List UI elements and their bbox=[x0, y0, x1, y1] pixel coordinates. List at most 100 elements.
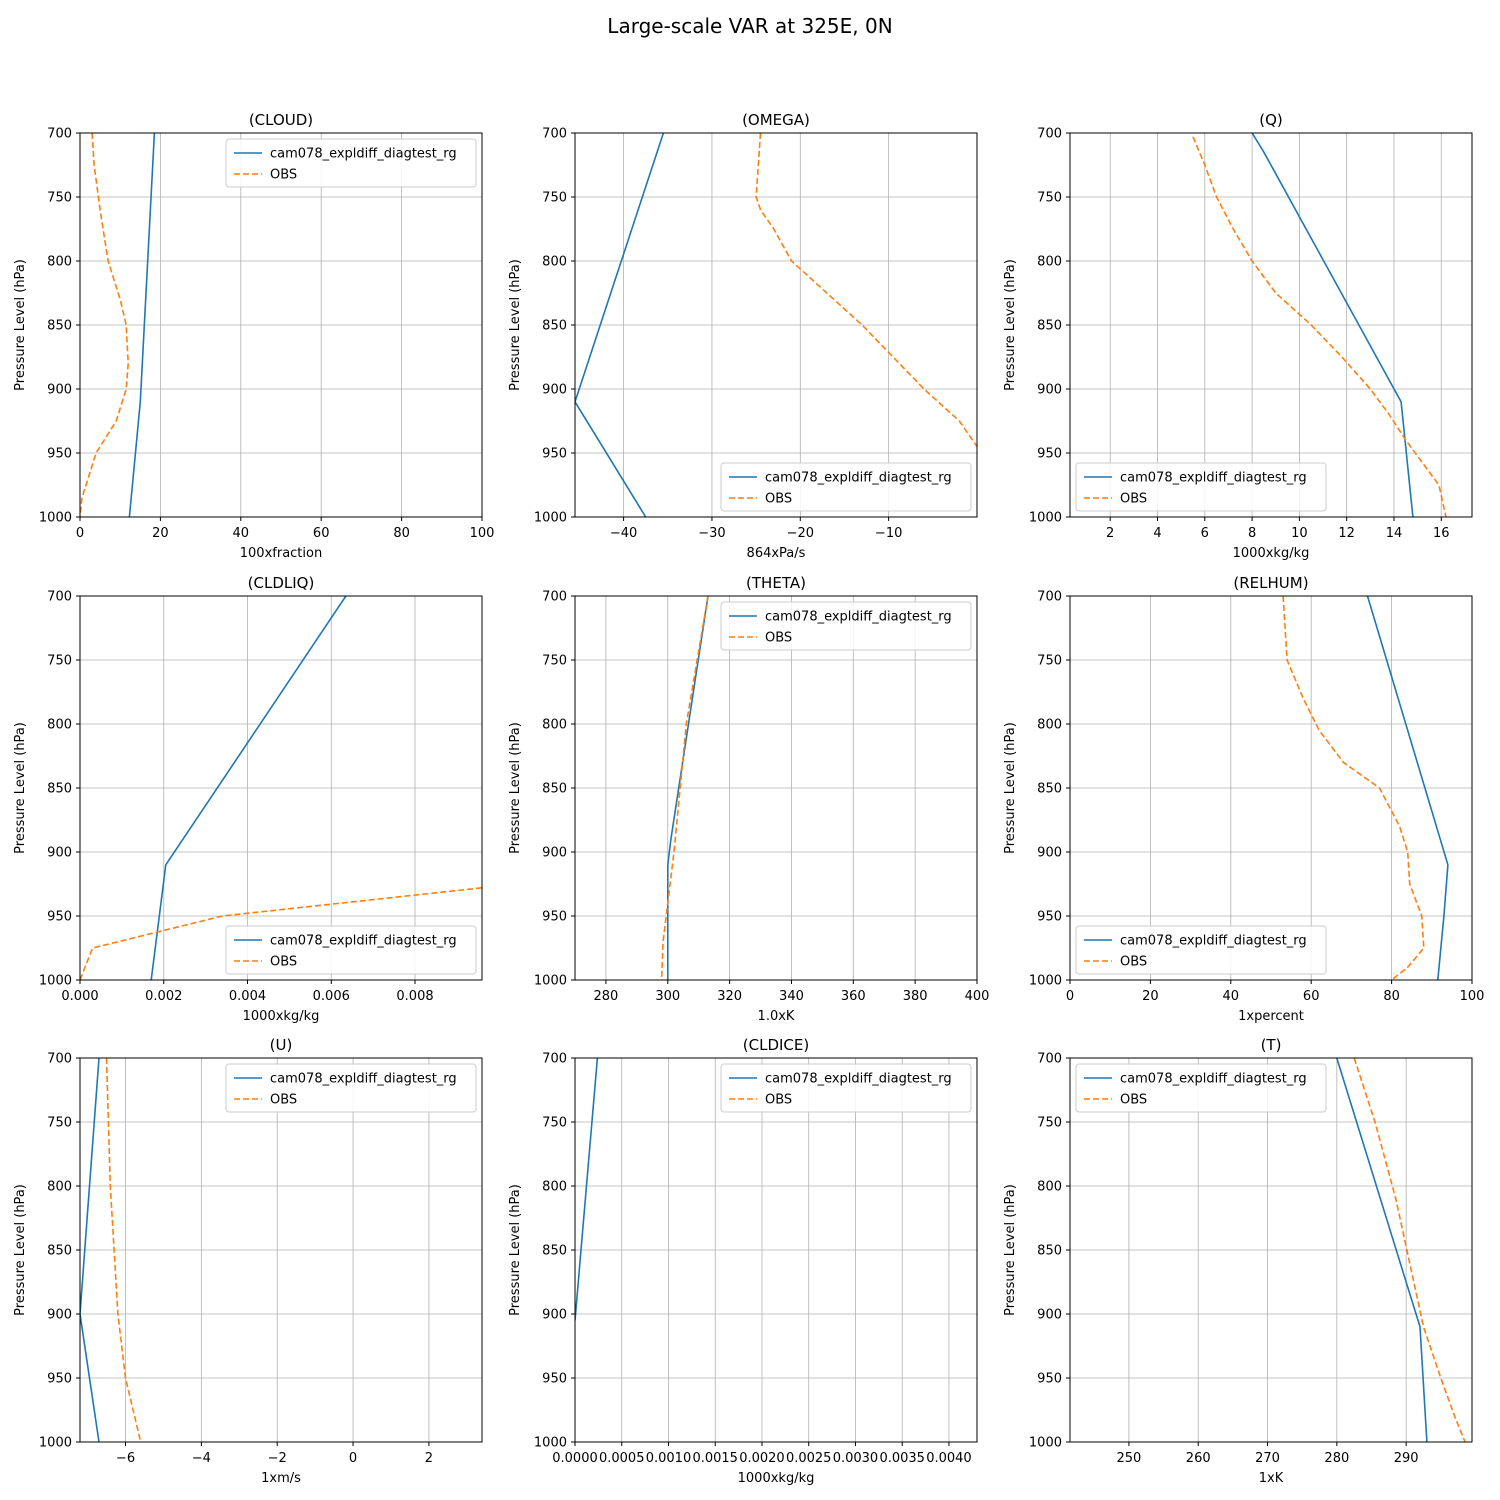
legend-obs-label: OBS bbox=[765, 1093, 792, 1108]
legend-model-label: cam078_expldiff_diagtest_rg bbox=[270, 1072, 457, 1087]
y-tick-label: 700 bbox=[542, 1052, 567, 1067]
x-tick-label: 0.0020 bbox=[739, 1451, 785, 1466]
x-axis-label: 1.0xK bbox=[758, 1009, 795, 1024]
x-tick-label: 12 bbox=[1338, 526, 1355, 541]
y-tick-label: 850 bbox=[1037, 1244, 1062, 1259]
y-tick-label: 800 bbox=[1037, 255, 1062, 270]
y-tick-label: 900 bbox=[47, 846, 72, 861]
panel-title: (CLDICE) bbox=[743, 1036, 809, 1054]
x-tick-label: 40 bbox=[1223, 989, 1240, 1004]
y-tick-label: 800 bbox=[47, 1180, 72, 1195]
y-axis-label: Pressure Level (hPa) bbox=[508, 259, 523, 391]
legend-box bbox=[225, 1063, 477, 1113]
y-tick-label: 1000 bbox=[39, 1436, 72, 1451]
x-tick-label: −2 bbox=[268, 1451, 287, 1466]
y-tick-label: 950 bbox=[47, 910, 72, 925]
y-tick-label: 700 bbox=[47, 1052, 72, 1067]
x-tick-label: 0.0040 bbox=[926, 1451, 972, 1466]
y-tick-label: 950 bbox=[1037, 447, 1062, 462]
y-axis-label: Pressure Level (hPa) bbox=[1003, 1184, 1018, 1316]
panel-0: 0 20 40 60 80 100 700 750 800 850 900 950 1000 (CLOUD… bbox=[13, 111, 494, 561]
legend: cam078_expldiff_diagtest_rg OBS bbox=[1075, 462, 1327, 512]
x-tick-label: 6 bbox=[1201, 526, 1209, 541]
model-series-line bbox=[575, 133, 665, 517]
y-tick-label: 950 bbox=[47, 447, 72, 462]
y-tick-label: 750 bbox=[1037, 191, 1062, 206]
y-tick-label: 850 bbox=[47, 782, 72, 797]
x-tick-label: 100 bbox=[470, 526, 495, 541]
y-axis-label: Pressure Level (hPa) bbox=[13, 1184, 28, 1316]
x-axis-label: 1xK bbox=[1259, 1471, 1284, 1486]
y-tick-label: 800 bbox=[1037, 718, 1062, 733]
x-tick-label: 100 bbox=[1460, 989, 1485, 1004]
x-tick-label: −20 bbox=[787, 526, 814, 541]
x-tick-label: 14 bbox=[1386, 526, 1403, 541]
legend-box bbox=[720, 601, 972, 651]
x-tick-label: 0.004 bbox=[229, 989, 266, 1004]
panel-title: (RELHUM) bbox=[1233, 574, 1308, 592]
legend-obs-label: OBS bbox=[765, 631, 792, 646]
legend: cam078_expldiff_diagtest_rg OBS bbox=[225, 925, 477, 975]
legend-box bbox=[1075, 462, 1327, 512]
legend-obs-label: OBS bbox=[270, 168, 297, 183]
legend-model-label: cam078_expldiff_diagtest_rg bbox=[765, 610, 952, 625]
y-tick-label: 1000 bbox=[39, 974, 72, 989]
x-tick-label: −4 bbox=[192, 1451, 211, 1466]
x-tick-label: 0.0000 bbox=[552, 1451, 598, 1466]
legend-obs-label: OBS bbox=[1120, 955, 1147, 970]
x-tick-label: 400 bbox=[965, 989, 990, 1004]
x-tick-label: 0 bbox=[1066, 989, 1074, 1004]
y-tick-label: 750 bbox=[1037, 654, 1062, 669]
y-tick-label: 800 bbox=[542, 1180, 567, 1195]
legend-obs-label: OBS bbox=[1120, 492, 1147, 507]
y-tick-label: 700 bbox=[1037, 1052, 1062, 1067]
y-tick-label: 700 bbox=[47, 590, 72, 605]
obs-series-line bbox=[1353, 1058, 1466, 1442]
x-axis-label: 1000xkg/kg bbox=[1233, 546, 1310, 561]
y-tick-label: 1000 bbox=[1029, 974, 1062, 989]
x-tick-label: 290 bbox=[1394, 1451, 1419, 1466]
figure-title: Large-scale VAR at 325E, 0N bbox=[607, 14, 893, 38]
y-tick-label: 1000 bbox=[1029, 511, 1062, 526]
x-tick-label: 340 bbox=[779, 989, 804, 1004]
x-axis-label: 1xpercent bbox=[1238, 1009, 1304, 1024]
obs-series-line bbox=[80, 133, 130, 517]
y-tick-label: 850 bbox=[1037, 319, 1062, 334]
legend: cam078_expldiff_diagtest_rg OBS bbox=[720, 601, 972, 651]
x-tick-label: 60 bbox=[313, 526, 330, 541]
legend-box bbox=[720, 1063, 972, 1113]
y-tick-label: 950 bbox=[542, 1372, 567, 1387]
y-tick-label: 800 bbox=[47, 718, 72, 733]
y-axis-label: Pressure Level (hPa) bbox=[13, 259, 28, 391]
legend-box bbox=[1075, 1063, 1327, 1113]
x-tick-label: 0.0015 bbox=[692, 1451, 738, 1466]
x-tick-label: 2 bbox=[425, 1451, 433, 1466]
y-tick-label: 1000 bbox=[534, 974, 567, 989]
y-tick-label: 700 bbox=[1037, 127, 1062, 142]
x-tick-label: 40 bbox=[233, 526, 250, 541]
x-tick-label: 0 bbox=[76, 526, 84, 541]
model-series-line bbox=[575, 1058, 599, 1321]
y-tick-label: 900 bbox=[542, 383, 567, 398]
x-tick-label: 4 bbox=[1153, 526, 1161, 541]
panel-4: 280 300 320 340 360 380 400 700 750 800 850 900 950 1… bbox=[508, 574, 989, 1024]
x-tick-label: −10 bbox=[875, 526, 902, 541]
y-tick-label: 900 bbox=[1037, 1308, 1062, 1323]
legend-obs-label: OBS bbox=[270, 1093, 297, 1108]
legend: cam078_expldiff_diagtest_rg OBS bbox=[225, 1063, 477, 1113]
x-tick-label: 0 bbox=[349, 1451, 357, 1466]
panel-title: (T) bbox=[1261, 1036, 1282, 1054]
legend-model-label: cam078_expldiff_diagtest_rg bbox=[1120, 1072, 1307, 1087]
y-axis-label: Pressure Level (hPa) bbox=[508, 1184, 523, 1316]
y-tick-label: 750 bbox=[542, 1116, 567, 1131]
legend-model-label: cam078_expldiff_diagtest_rg bbox=[1120, 471, 1307, 486]
legend: cam078_expldiff_diagtest_rg OBS bbox=[720, 462, 972, 512]
legend-model-label: cam078_expldiff_diagtest_rg bbox=[270, 147, 457, 162]
obs-series-line bbox=[105, 1058, 142, 1442]
y-axis-label: Pressure Level (hPa) bbox=[1003, 259, 1018, 391]
x-axis-label: 1000xkg/kg bbox=[243, 1009, 320, 1024]
x-tick-label: −30 bbox=[698, 526, 725, 541]
y-tick-label: 850 bbox=[542, 1244, 567, 1259]
x-axis-label: 1xm/s bbox=[261, 1471, 301, 1486]
x-axis-label: 1000xkg/kg bbox=[738, 1471, 815, 1486]
